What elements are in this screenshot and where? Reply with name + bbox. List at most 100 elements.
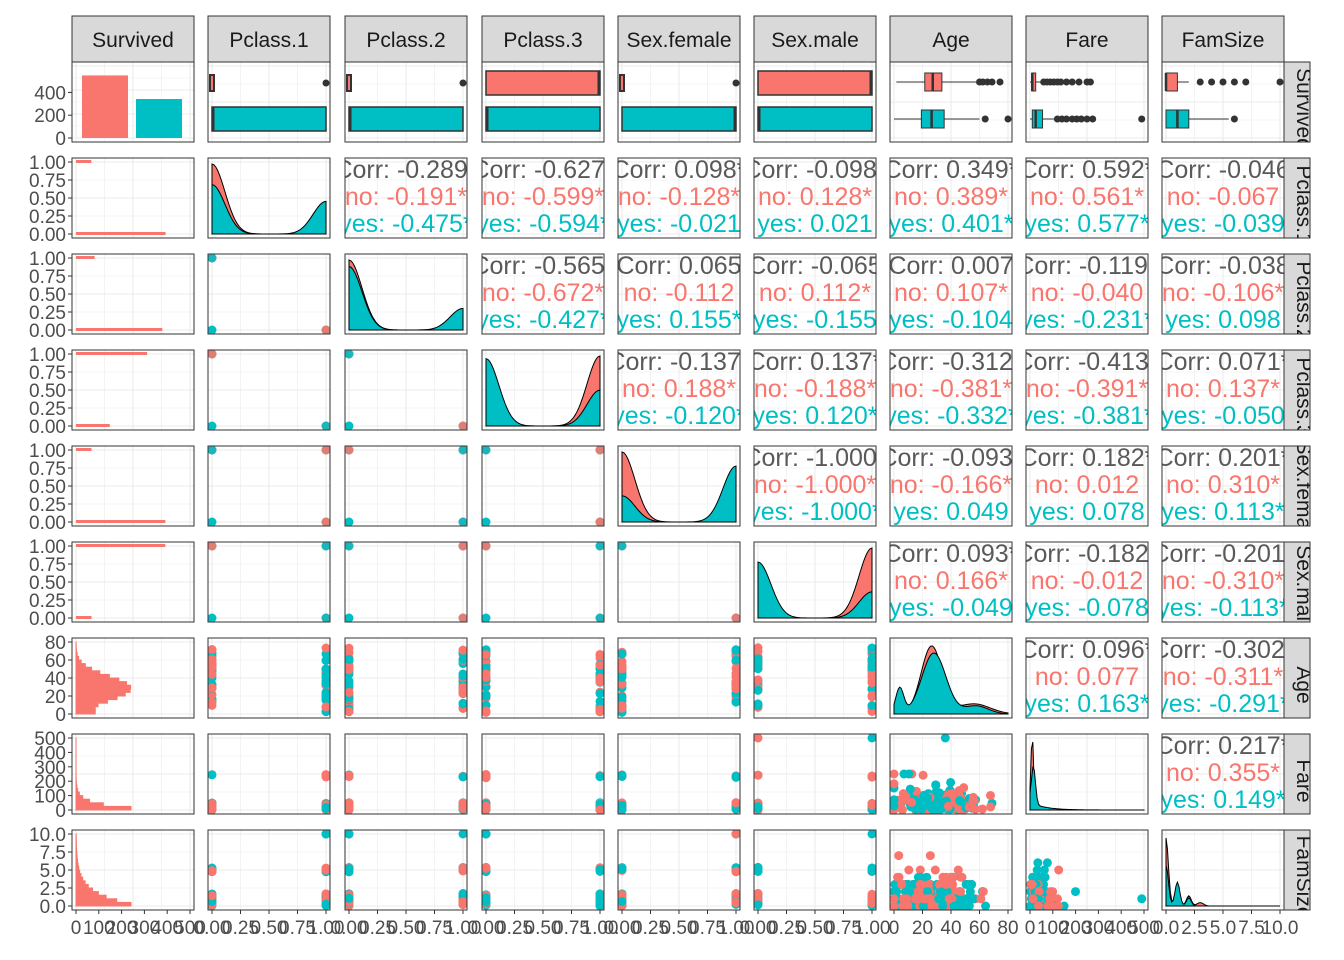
row-strip xyxy=(1283,157,1311,239)
scatter-point xyxy=(482,863,491,873)
scatter-point xyxy=(321,655,330,665)
scatter-point xyxy=(482,446,491,455)
corr-no: no: -1.000* xyxy=(754,471,877,499)
hist-bar xyxy=(75,869,81,875)
scatter-point xyxy=(208,254,217,263)
scatter-point xyxy=(898,789,908,799)
scatter-points xyxy=(1026,858,1147,910)
scatter-point xyxy=(867,898,876,908)
row-strip-label: FamSize xyxy=(1292,836,1315,919)
scatter-point xyxy=(1054,865,1064,875)
panel-frame xyxy=(753,157,877,239)
scatter-points xyxy=(345,542,467,622)
scatter-point xyxy=(754,863,763,873)
x-tick-label: 0.00 xyxy=(604,918,641,939)
scatter-point xyxy=(754,900,763,910)
hist-bar xyxy=(75,894,107,900)
y-tick-label: 400 xyxy=(34,743,66,764)
panel-frame xyxy=(481,349,605,431)
hist-bar xyxy=(75,648,78,654)
scatter-point xyxy=(458,863,467,873)
row-strip xyxy=(1283,445,1311,527)
panel-grid xyxy=(1026,62,1148,142)
scatter-point xyxy=(892,887,902,897)
panel-grid xyxy=(754,734,876,814)
scatter-point xyxy=(731,867,740,877)
hist-bar xyxy=(75,702,99,708)
density-yes xyxy=(1029,766,1145,811)
scatter-points xyxy=(618,830,740,910)
corr-overall: Corr: -0.098* xyxy=(743,156,886,184)
x-tick-label: 0.50 xyxy=(525,918,562,939)
outlier-point xyxy=(1057,78,1065,86)
scatter-point xyxy=(208,662,217,672)
x-tick-label: 300 xyxy=(1083,918,1115,939)
scatter-point xyxy=(923,887,933,897)
corr-overall: Corr: -0.065 xyxy=(748,252,881,280)
scatter-point xyxy=(482,801,491,811)
scatter-point xyxy=(595,696,604,706)
column-strip-label: Survived xyxy=(92,29,174,52)
corr-yes: yes: -0.078 xyxy=(1025,594,1149,622)
scatter-point xyxy=(1040,872,1050,882)
y-tick-label: 500 xyxy=(34,729,66,750)
hist-bar xyxy=(75,670,101,675)
scatter-point xyxy=(458,772,467,782)
panel-frame xyxy=(753,61,877,143)
corr-yes: yes: -0.104 xyxy=(889,306,1013,334)
column-strip xyxy=(1025,15,1149,63)
hist-bar xyxy=(76,352,148,355)
scatter-point xyxy=(208,350,217,359)
scatter-point xyxy=(458,613,467,622)
y-tick-label: 0 xyxy=(55,705,66,726)
survived-bars xyxy=(82,75,182,138)
outlier-point xyxy=(1068,78,1076,86)
scatter-point xyxy=(208,891,217,901)
hist-bar xyxy=(75,688,131,693)
scatter-point xyxy=(903,901,913,910)
scatter-point xyxy=(345,542,354,551)
x-tick-label: 60 xyxy=(969,918,990,939)
corr-no: no: -0.106* xyxy=(1162,279,1285,307)
corr-no: no: -0.166* xyxy=(890,471,1013,499)
corr-no: no: -0.012 xyxy=(1031,567,1144,595)
row-strip-label: Sex.female xyxy=(1292,440,1315,545)
scatter-point xyxy=(911,894,921,904)
outlier-point xyxy=(1196,78,1204,86)
x-tick-label: 0.25 xyxy=(768,918,805,939)
correlation-text: Corr: -0.627*no: -0.599*yes: -0.594* xyxy=(471,156,614,238)
x-tick-label: 0.75 xyxy=(553,918,590,939)
corr-overall: Corr: -0.627* xyxy=(471,156,614,184)
corr-overall: Corr: -0.182* xyxy=(1015,540,1158,568)
scatter-point xyxy=(867,643,876,653)
scatter-point xyxy=(345,446,354,455)
scatter-point xyxy=(208,613,217,622)
scatter-point xyxy=(941,879,951,889)
scatter-points xyxy=(208,446,330,526)
x-tick-label: 80 xyxy=(997,918,1018,939)
boxplot xyxy=(1164,72,1284,92)
column-strip xyxy=(344,15,468,63)
corr-no: no: 0.112* xyxy=(759,279,871,307)
boxplot-group xyxy=(346,74,467,132)
panel-grid xyxy=(618,158,740,238)
scatter-point xyxy=(618,542,627,551)
scatter-point xyxy=(458,421,467,430)
y-tick-label: 10.0 xyxy=(29,825,66,846)
panel-frame xyxy=(207,157,331,239)
hist-bar xyxy=(75,787,79,793)
hist-bar xyxy=(75,695,118,701)
correlation-text: Corr: -0.302*no: -0.311*yes: -0.291* xyxy=(1162,638,1284,718)
x-tick-label: 0 xyxy=(71,918,82,939)
scatter-point xyxy=(955,796,965,806)
y-tick-label: 0.25 xyxy=(29,207,66,228)
corr-no: no: 0.107* xyxy=(894,279,1008,307)
box-yes xyxy=(211,106,327,132)
panel-frame xyxy=(481,637,605,719)
boxplot xyxy=(894,109,1012,129)
scatter-point xyxy=(899,894,909,904)
scatter-points xyxy=(345,770,467,814)
scatter-point xyxy=(907,797,917,807)
scatter-points xyxy=(482,542,604,622)
